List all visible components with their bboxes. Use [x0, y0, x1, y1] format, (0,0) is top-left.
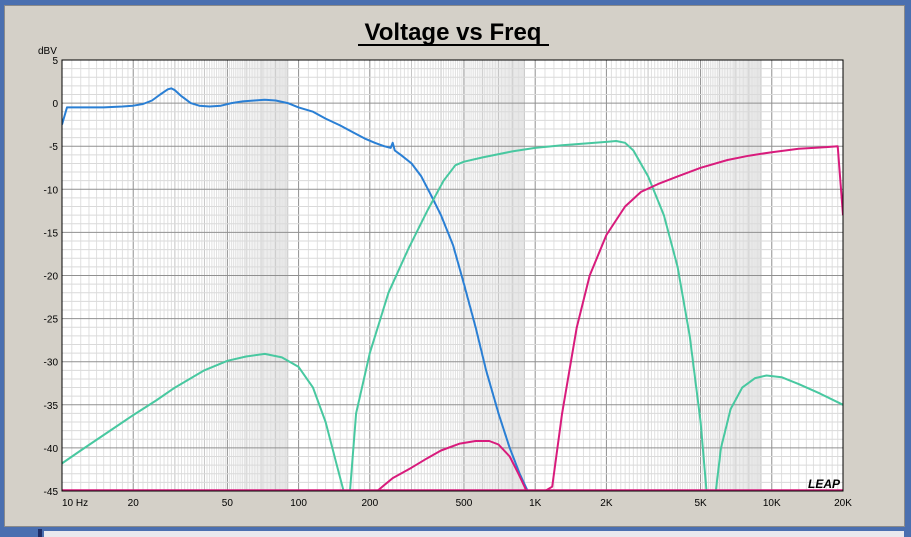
y-axis-unit-label: dBV — [38, 46, 57, 57]
grid — [61, 59, 844, 492]
series-group — [62, 87, 843, 491]
x-tick-labels: 10 Hz 20 50 100 200 500 1K 2K 5K 10K 20K — [62, 498, 852, 509]
x-tick-label: 1K — [529, 498, 542, 509]
series-line-2 — [62, 140, 843, 491]
status-bar-panel — [44, 531, 904, 537]
y-tick-label: -40 — [44, 444, 59, 455]
x-tick-label: 2K — [600, 498, 613, 509]
x-tick-label: 10 Hz — [62, 498, 88, 509]
series-line-3 — [376, 145, 843, 491]
y-tick-label: 0 — [52, 99, 58, 110]
status-bar-notch — [38, 529, 42, 537]
y-tick-label: -20 — [44, 272, 59, 283]
x-tick-label: 20K — [834, 498, 852, 509]
x-tick-label: 500 — [456, 498, 473, 509]
y-tick-label: -5 — [49, 142, 58, 153]
y-tick-label: -45 — [44, 487, 59, 498]
y-tick-label: -35 — [44, 401, 59, 412]
x-tick-label: 20 — [128, 498, 140, 509]
series-line-1 — [62, 87, 529, 491]
y-tick-label: -25 — [44, 315, 59, 326]
status-bar — [0, 529, 911, 537]
y-tick-label: -15 — [44, 228, 59, 239]
x-tick-label: 5K — [694, 498, 707, 509]
x-tick-label: 100 — [290, 498, 307, 509]
y-tick-label: -30 — [44, 358, 59, 369]
x-tick-label: 10K — [763, 498, 781, 509]
y-tick-label: -10 — [44, 185, 59, 196]
y-tick-label: 5 — [52, 56, 58, 67]
y-tick-labels: 5 0 -5 -10 -15 -20 -25 -30 -35 -40 -45 — [44, 56, 59, 498]
x-tick-label: 50 — [222, 498, 234, 509]
plot-border — [61, 59, 844, 492]
chart-title: Voltage vs Freq — [365, 19, 542, 46]
x-tick-label: 200 — [361, 498, 378, 509]
leap-logo: LEAP — [808, 477, 841, 491]
